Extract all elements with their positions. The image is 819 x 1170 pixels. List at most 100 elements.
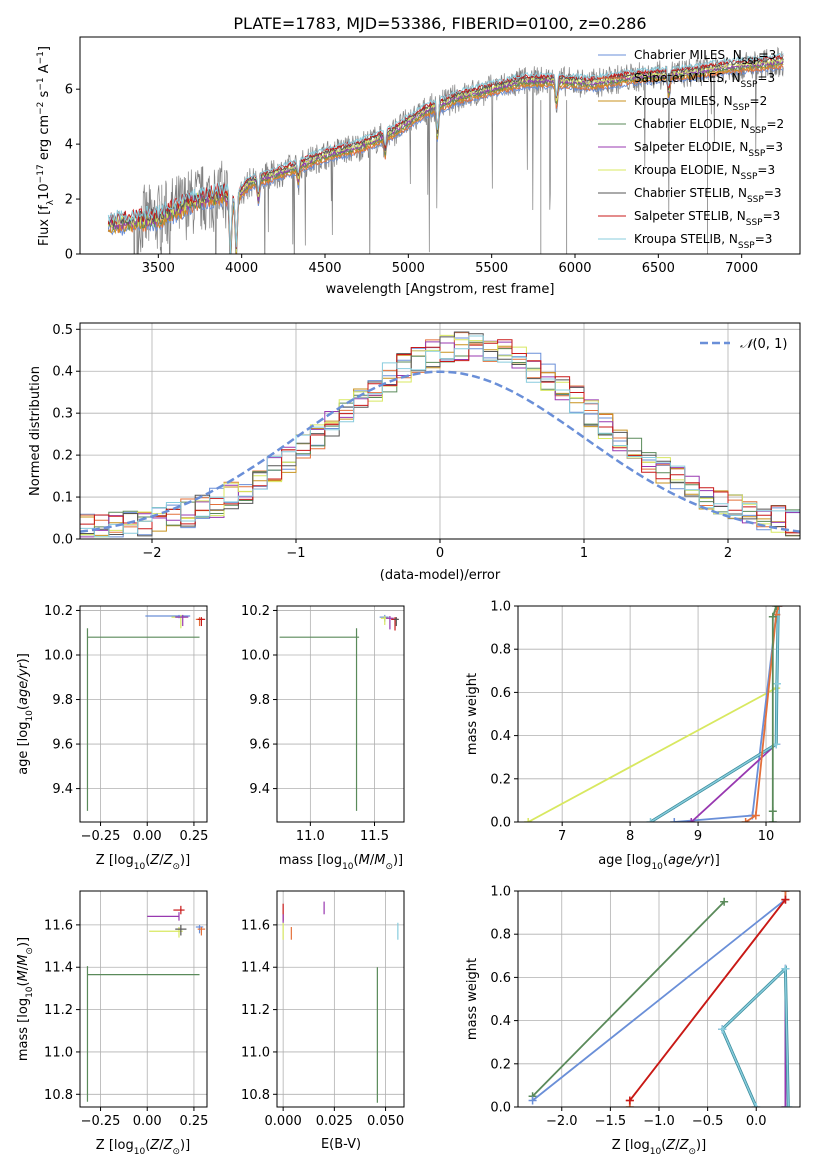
axes-frame — [517, 605, 801, 823]
legend-label-6: Chabrier STELIB, NSSP=3 — [634, 186, 782, 205]
y-tick-label: 6 — [65, 83, 73, 98]
x-axis-label: Z [log10(Z/Z⊙)] — [96, 1138, 190, 1157]
point-0 — [86, 628, 200, 811]
weight-marker — [784, 1103, 793, 1107]
plot-area-residuals — [80, 331, 800, 538]
y-tick-label: 10.8 — [44, 1088, 73, 1103]
x-tick-label: 2 — [724, 546, 732, 561]
y-axis-label: Normed distribution — [28, 366, 43, 496]
y-tick-label: 11.0 — [44, 1045, 73, 1060]
x-axis-label: Z [log10(Z/Z⊙)] — [96, 853, 190, 872]
legend: 𝒩(0, 1) — [700, 337, 787, 352]
y-tick-label: 10.2 — [241, 604, 270, 619]
weight-marker — [781, 891, 790, 895]
x-axis-label: mass [log10(M/M⊙)] — [279, 853, 403, 872]
y-axis-label: mass [log10(M/M⊙)] — [16, 937, 35, 1061]
x-tick-label: −1.5 — [595, 1114, 627, 1129]
plot-area-age-vs-mass — [279, 614, 399, 811]
plot-area-age-vs-Z — [86, 614, 206, 811]
weight-marker — [781, 895, 790, 904]
point-4 — [195, 617, 204, 627]
weight-line-4 — [745, 606, 780, 822]
weight-line-5 — [721, 967, 790, 1107]
legend-label-5: Kroupa ELODIE, NSSP=3 — [634, 163, 775, 182]
x-tick-label: 0 — [436, 546, 444, 561]
point-5 — [393, 617, 399, 627]
y-tick-label: 9.6 — [249, 738, 270, 753]
y-tick-label: 9.8 — [52, 693, 73, 708]
y-tick-label: 0.4 — [490, 729, 511, 744]
x-tick-label: −1 — [286, 546, 305, 561]
weight-marker — [718, 1025, 727, 1034]
plot-mass-vs-EBV: 0.000 0.025 0.050 10.8 11.0 11.2 11.4 11.6 E(B-V… — [241, 890, 405, 1152]
plot-mass-vs-Z: −0.25 0.00 0.25 10.8 11.0 11.2 11.4 11.6 Z [log1… — [16, 890, 208, 1157]
x-tick-label: −0.25 — [81, 829, 121, 844]
x-tick-label: 5500 — [475, 261, 508, 276]
x-axis-label: Z [log10(Z/Z⊙)] — [612, 1138, 706, 1157]
y-tick-label: 11.2 — [241, 1003, 270, 1018]
histogram-8 — [80, 335, 800, 538]
y-tick-label: 0.4 — [52, 365, 73, 380]
weight-marker — [751, 811, 760, 820]
x-tick-label: 0.00 — [133, 1114, 162, 1129]
x-tick-label: 11.0 — [296, 829, 325, 844]
x-tick-label: 7 — [558, 829, 566, 844]
y-tick-label: 0.8 — [490, 928, 511, 943]
weight-line-3 — [629, 899, 787, 1102]
y-tick-label: 0.0 — [52, 533, 73, 548]
weight-line-5 — [771, 606, 778, 822]
y-tick-label: 0.2 — [490, 772, 511, 787]
weight-marker — [528, 1096, 537, 1105]
x-tick-label: 7000 — [725, 261, 758, 276]
legend-label-4: Salpeter ELODIE, NSSP=3 — [634, 140, 783, 159]
point-3 — [175, 614, 189, 627]
plot-age-vs-Z: −0.25 0.00 0.25 9.4 9.6 9.8 10.0 10.2 Z [log10(Z… — [16, 604, 208, 872]
point-3 — [386, 616, 394, 630]
y-tick-label: 2 — [65, 193, 73, 208]
y-tick-label: 0.1 — [52, 491, 73, 506]
x-axis-label: wavelength [Angstrom, rest frame] — [326, 282, 555, 297]
y-tick-label: 9.4 — [52, 782, 73, 797]
legend: Chabrier MILES, NSSP=3 Salpeter MILES, NS… — [598, 48, 784, 251]
y-tick-label: 0.8 — [490, 643, 511, 658]
point-1 — [147, 912, 180, 921]
weight-marker — [670, 818, 679, 822]
y-tick-label: 4 — [65, 138, 73, 153]
legend-label-3: Chabrier ELODIE, NSSP=2 — [634, 117, 784, 136]
weight-marker — [772, 679, 781, 688]
axes-frame — [79, 322, 801, 540]
plot-residuals: −2 −1 0 1 2 0.0 0.1 0.2 0.3 0.4 0.5 (data-model)/er… — [28, 322, 801, 583]
y-tick-label: 10.8 — [241, 1088, 270, 1103]
plot-area-weight-vs-Z — [528, 891, 793, 1107]
weight-marker — [768, 612, 777, 621]
x-tick-label: 9 — [694, 829, 702, 844]
y-tick-label: 0.5 — [52, 323, 73, 338]
weight-marker — [768, 807, 777, 816]
point-0 — [86, 966, 200, 1102]
point-5 — [197, 617, 206, 627]
axes-frame — [517, 890, 801, 1108]
point-0 — [279, 628, 360, 811]
x-tick-label: −2.0 — [546, 1114, 578, 1129]
x-tick-label: −0.5 — [692, 1114, 724, 1129]
y-tick-label: 11.4 — [44, 961, 73, 976]
legend-label-0: Chabrier MILES, NSSP=3 — [634, 48, 776, 67]
y-tick-label: 0.6 — [490, 686, 511, 701]
x-tick-label: 6500 — [642, 261, 675, 276]
y-tick-label: 1.0 — [490, 600, 511, 615]
y-tick-label: 11.2 — [44, 1003, 73, 1018]
weight-marker — [524, 818, 533, 822]
legend-label: 𝒩(0, 1) — [740, 337, 787, 352]
y-tick-label: 11.0 — [241, 1045, 270, 1060]
x-axis-label: (data-model)/error — [380, 568, 501, 583]
y-tick-label: 9.8 — [249, 693, 270, 708]
x-axis-label: age [log10(age/yr)] — [598, 853, 720, 872]
y-axis-label: Flux [fλ10−17 erg cm−2 s−1 A−1] — [36, 46, 56, 246]
y-tick-label: 0.3 — [52, 407, 73, 422]
point-4 — [175, 924, 187, 936]
gaussian-curve — [80, 370, 800, 533]
weight-line-0 — [527, 606, 780, 822]
y-tick-label: 0.4 — [490, 1014, 511, 1029]
axes-frame — [79, 890, 208, 1108]
y-tick-label: 11.4 — [241, 961, 270, 976]
